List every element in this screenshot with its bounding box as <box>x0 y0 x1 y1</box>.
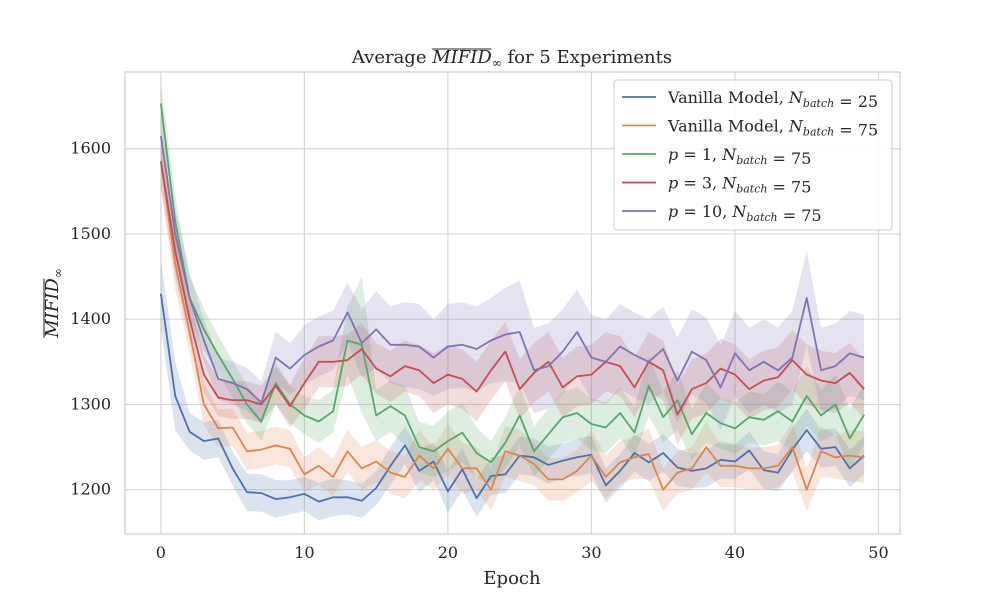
legend-entry: Vanilla Model, Nbatch = 75 <box>667 117 878 140</box>
confidence-bands <box>160 82 865 521</box>
legend-entry: p = 10, Nbatch = 75 <box>668 202 822 225</box>
series-3-band <box>160 82 865 484</box>
legend: Vanilla Model, Nbatch = 25 Vanilla Model,… <box>613 79 893 231</box>
x-tick-label: 0 <box>156 543 166 562</box>
series-4-line <box>160 161 865 416</box>
x-axis-label: Epoch <box>483 568 541 589</box>
plot-frame <box>124 71 901 535</box>
y-tick-label: 1600 <box>70 139 111 158</box>
series-4-band <box>160 135 865 445</box>
y-tick-labels: 1200 1300 1400 1500 1600 <box>70 139 111 499</box>
legend-entry: p = 1, Nbatch = 75 <box>668 145 811 168</box>
series-2-line <box>160 161 865 491</box>
legend-frame <box>613 79 893 231</box>
series-5-band <box>160 110 865 431</box>
x-tick-label: 20 <box>438 543 458 562</box>
y-tick-label: 1400 <box>70 309 111 328</box>
y-axis-label: MIFID∞ <box>42 268 65 339</box>
x-tick-label: 10 <box>294 543 314 562</box>
series-1-line <box>160 293 865 503</box>
series-5-line <box>160 135 865 404</box>
x-tick-label: 30 <box>581 543 601 562</box>
series-2-band <box>160 135 865 511</box>
x-tick-label: 40 <box>725 543 745 562</box>
series-3-line <box>160 103 865 464</box>
chart-title: Average MIFID∞ for 5 Experiments <box>351 47 672 70</box>
x-tick-labels: 0 10 20 30 40 50 <box>156 543 889 562</box>
y-tick-label: 1200 <box>70 480 111 499</box>
y-tick-label: 1500 <box>70 224 111 243</box>
y-tick-label: 1300 <box>70 394 111 413</box>
legend-entry: Vanilla Model, Nbatch = 25 <box>667 88 878 111</box>
legend-entry: p = 3, Nbatch = 75 <box>668 174 811 197</box>
series-lines <box>160 103 865 503</box>
x-tick-label: 50 <box>868 543 888 562</box>
series-1-band <box>160 259 865 521</box>
svg-text:MIFID∞: MIFID∞ <box>42 268 65 339</box>
